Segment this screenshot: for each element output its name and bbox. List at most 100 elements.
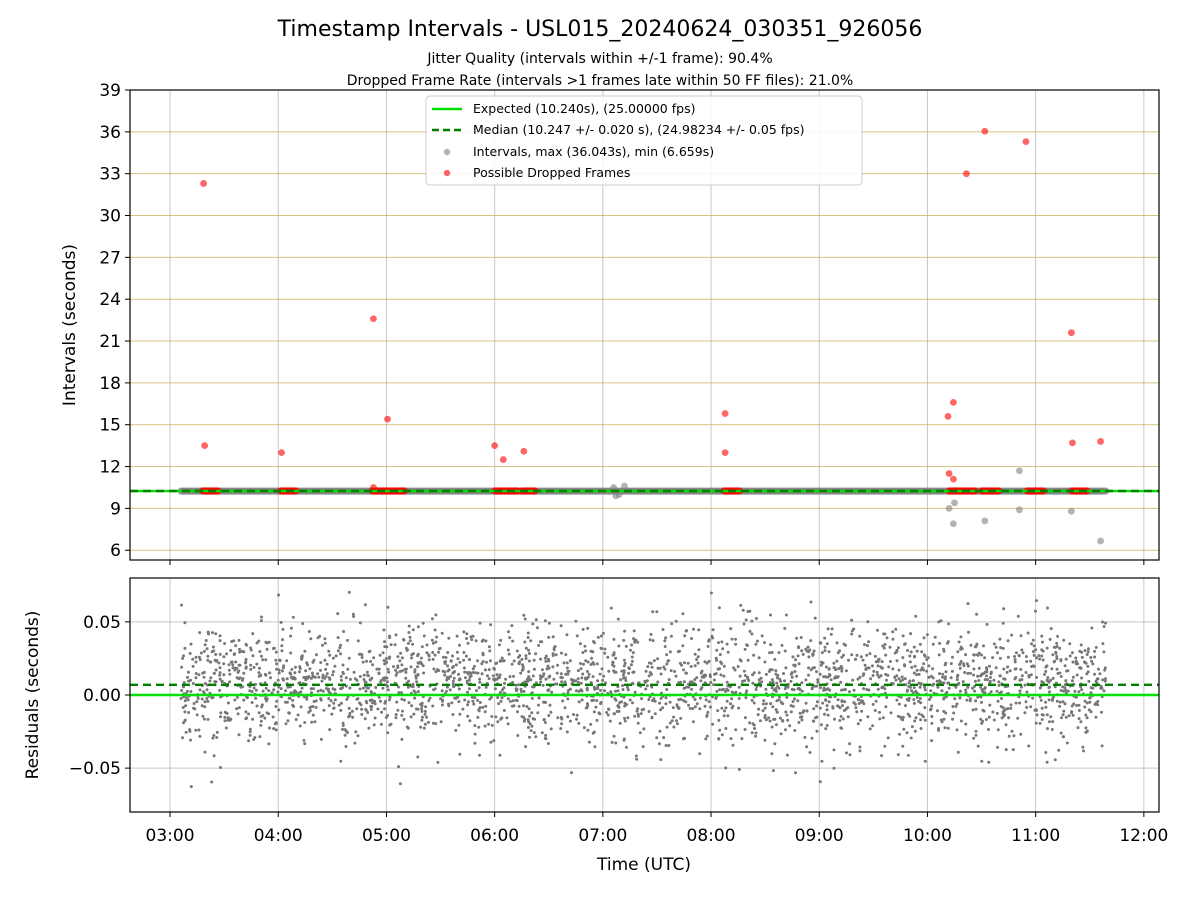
residual-point bbox=[758, 656, 761, 659]
residual-point bbox=[213, 672, 216, 675]
residual-point bbox=[734, 643, 737, 646]
residual-point bbox=[600, 635, 603, 638]
residual-point bbox=[196, 713, 199, 716]
residual-point bbox=[404, 677, 407, 680]
residual-point bbox=[704, 705, 707, 708]
residual-point bbox=[577, 669, 580, 672]
residual-point bbox=[764, 707, 767, 710]
residual-point bbox=[862, 687, 865, 690]
residual-point bbox=[718, 729, 721, 732]
residual-point bbox=[617, 704, 620, 707]
residual-point bbox=[681, 612, 684, 615]
residual-point bbox=[537, 704, 540, 707]
residual-point bbox=[697, 655, 700, 658]
residual-point bbox=[211, 737, 214, 740]
residual-point bbox=[1093, 673, 1096, 676]
residual-point bbox=[671, 719, 674, 722]
residual-point bbox=[620, 670, 623, 673]
residual-point bbox=[860, 710, 863, 713]
residual-point bbox=[539, 658, 542, 661]
residual-point bbox=[580, 676, 583, 679]
residual-point bbox=[997, 680, 1000, 683]
residual-point bbox=[807, 650, 810, 653]
residual-point bbox=[335, 654, 338, 657]
dropped-frame-point bbox=[201, 442, 208, 449]
residual-point bbox=[1076, 674, 1079, 677]
residual-point bbox=[966, 672, 969, 675]
residual-point bbox=[748, 721, 751, 724]
residual-point bbox=[421, 716, 424, 719]
residual-point bbox=[945, 670, 948, 673]
residual-point bbox=[263, 717, 266, 720]
residual-point bbox=[642, 727, 645, 730]
residual-point bbox=[308, 630, 311, 633]
residual-point bbox=[1021, 674, 1024, 677]
residual-point bbox=[685, 672, 688, 675]
residual-point bbox=[1022, 651, 1025, 654]
residual-point bbox=[675, 620, 678, 623]
residual-point bbox=[492, 674, 495, 677]
residual-point bbox=[228, 680, 231, 683]
residual-point bbox=[511, 640, 514, 643]
residual-point bbox=[225, 652, 228, 655]
residual-point bbox=[1002, 647, 1005, 650]
residual-point bbox=[547, 658, 550, 661]
residual-point bbox=[466, 691, 469, 694]
residual-point bbox=[731, 691, 734, 694]
residual-point bbox=[1050, 627, 1053, 630]
residual-point bbox=[407, 680, 410, 683]
residual-point bbox=[997, 728, 1000, 731]
residual-point bbox=[916, 650, 919, 653]
residual-point bbox=[967, 631, 970, 634]
residual-point bbox=[816, 700, 819, 703]
residual-point bbox=[472, 667, 475, 670]
residual-point bbox=[293, 671, 296, 674]
residual-point bbox=[455, 663, 458, 666]
residual-point bbox=[1080, 677, 1083, 680]
residual-point bbox=[799, 712, 802, 715]
residual-point bbox=[709, 681, 712, 684]
residual-point bbox=[600, 647, 603, 650]
residual-point bbox=[301, 622, 304, 625]
residual-point bbox=[249, 728, 252, 731]
residual-point bbox=[206, 655, 209, 658]
residual-point bbox=[809, 751, 812, 754]
residual-point bbox=[924, 760, 927, 763]
residual-point bbox=[909, 660, 912, 663]
residual-point bbox=[908, 655, 911, 658]
residual-point bbox=[746, 676, 749, 679]
residual-point bbox=[980, 760, 983, 763]
residual-point bbox=[1058, 705, 1061, 708]
residual-point bbox=[489, 623, 492, 626]
residual-point bbox=[715, 649, 718, 652]
residual-point bbox=[929, 689, 932, 692]
intervals-y-tick-label: 21 bbox=[99, 332, 121, 352]
residual-point bbox=[750, 620, 753, 623]
residual-point bbox=[1078, 704, 1081, 707]
residual-point bbox=[679, 681, 682, 684]
residual-point bbox=[345, 698, 348, 701]
residual-point bbox=[599, 702, 602, 705]
residual-point bbox=[941, 673, 944, 676]
residual-point bbox=[347, 715, 350, 718]
intervals-y-tick-label: 27 bbox=[99, 248, 121, 268]
residual-point bbox=[349, 678, 352, 681]
residual-point bbox=[231, 661, 234, 664]
residual-point bbox=[592, 675, 595, 678]
residual-point bbox=[301, 687, 304, 690]
residual-point bbox=[701, 670, 704, 673]
residual-point bbox=[730, 697, 733, 700]
residual-point bbox=[1051, 728, 1054, 731]
residual-point bbox=[836, 704, 839, 707]
residual-point bbox=[739, 604, 742, 607]
residual-point bbox=[477, 726, 480, 729]
residual-point bbox=[996, 746, 999, 749]
residual-point bbox=[764, 688, 767, 691]
residual-point bbox=[664, 702, 667, 705]
residual-point bbox=[281, 677, 284, 680]
residual-point bbox=[922, 662, 925, 665]
residual-point bbox=[402, 638, 405, 641]
residual-point bbox=[841, 704, 844, 707]
residual-point bbox=[517, 683, 520, 686]
residual-point bbox=[544, 734, 547, 737]
